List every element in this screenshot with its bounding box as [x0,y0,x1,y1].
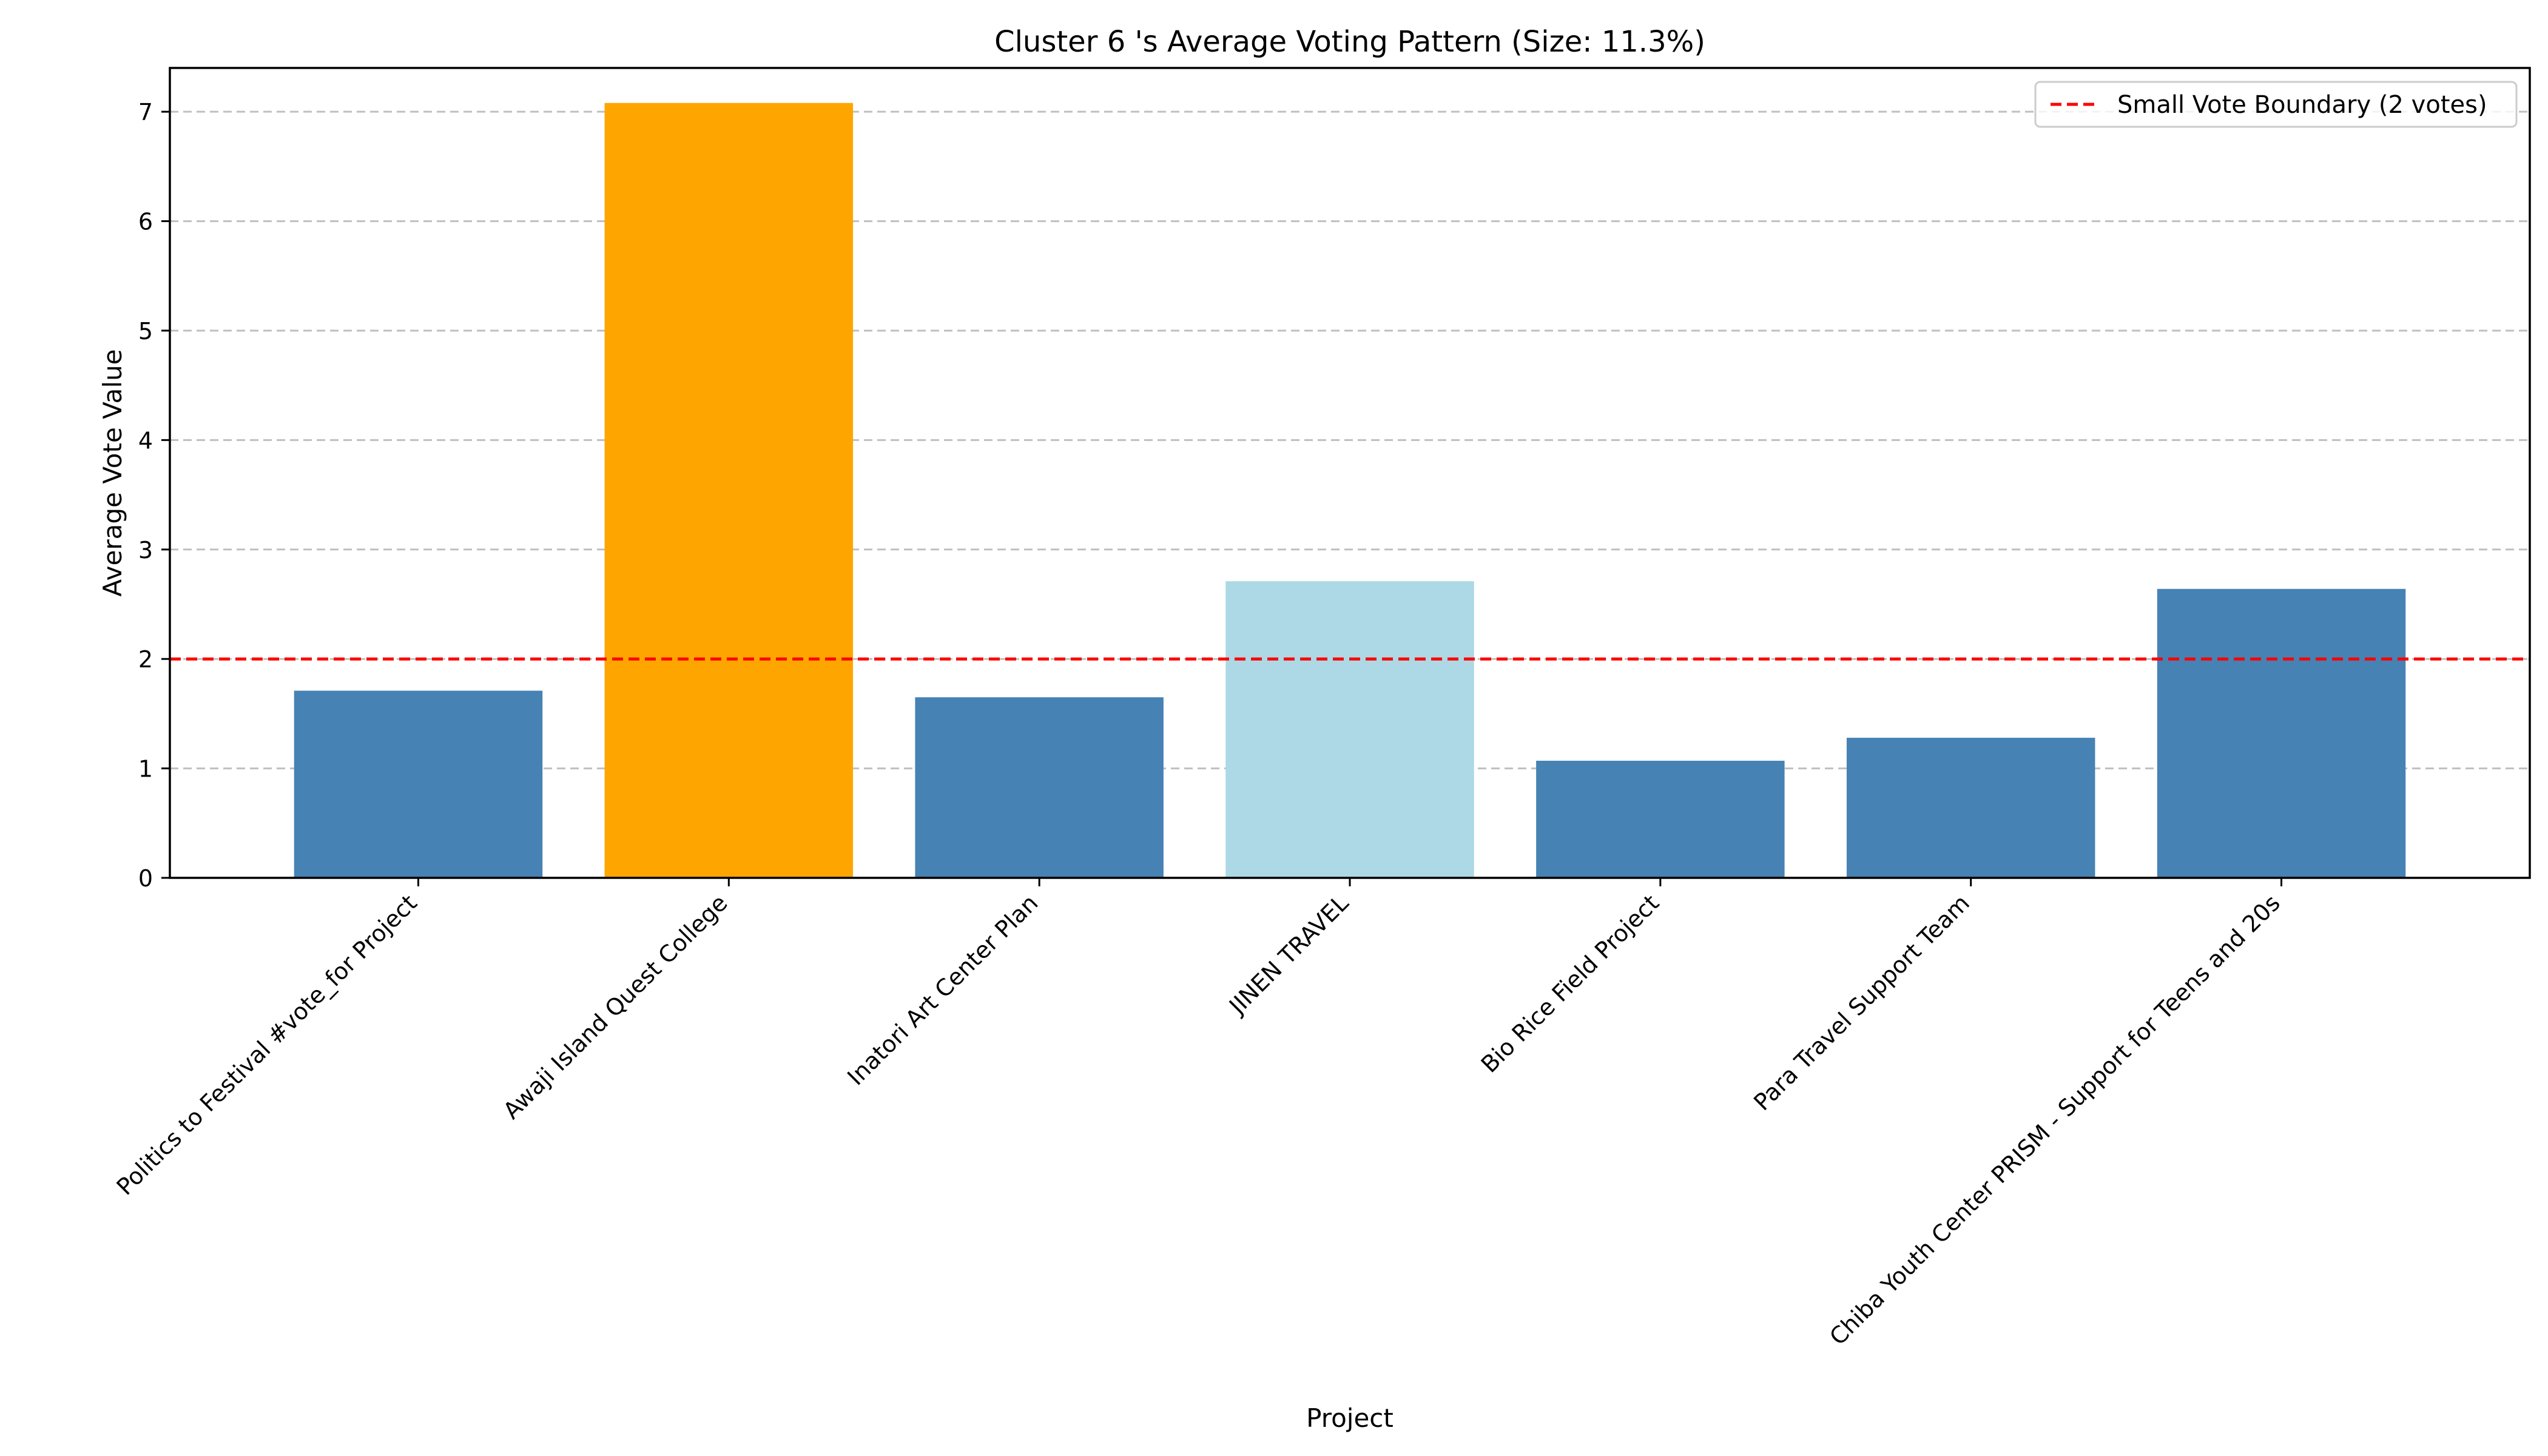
y-axis-label: Average Vote Value [98,349,127,597]
y-tick-label: 4 [138,427,153,454]
bar [1225,581,1474,878]
y-tick-label: 3 [138,537,153,564]
bar [604,103,854,878]
legend: Small Vote Boundary (2 votes) [2034,81,2518,128]
bar [2157,588,2406,878]
y-tick-label: 5 [138,318,153,345]
x-tick-label: Politics to Festival #vote_for Project [112,889,422,1200]
y-tick-label: 2 [138,646,153,673]
x-tick-label: Inatori Art Center Plan [842,889,1043,1090]
chart-title: Cluster 6 's Average Voting Pattern (Siz… [994,25,1705,59]
x-tick-label: Awaji Island Quest College [498,889,733,1124]
bar [1846,738,2095,878]
y-tick-label: 1 [138,756,153,783]
legend-entry-reference-line: Small Vote Boundary (2 votes) [2117,91,2487,119]
y-tick-label: 7 [138,99,153,126]
y-axis: 0 1 2 3 4 5 6 7 [138,99,170,892]
bar [294,690,543,878]
x-axis: Politics to Festival #vote_for Project Aw… [112,878,2285,1350]
x-axis-label: Project [1306,1403,1394,1433]
x-tick-label: Bio Rice Field Project [1476,889,1664,1077]
bar [1536,760,1785,878]
legend-box [2034,81,2518,128]
bars [294,103,2406,878]
x-tick-label: JINEN TRAVEL [1223,889,1353,1020]
bar [915,697,1164,878]
y-tick-label: 0 [138,865,153,892]
x-tick-label: Para Travel Support Team [1748,889,1975,1116]
y-tick-label: 6 [138,209,153,235]
